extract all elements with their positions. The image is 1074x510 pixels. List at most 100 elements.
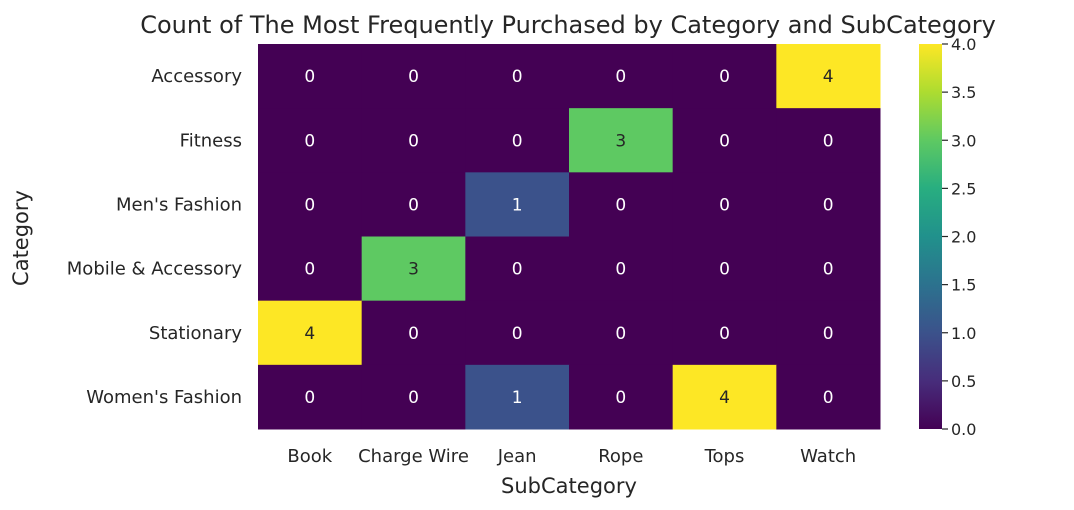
cell-value-label: 0 xyxy=(408,195,419,215)
cell-value-label: 0 xyxy=(304,67,315,87)
cell-value-label: 0 xyxy=(615,260,626,280)
heatmap-cell xyxy=(569,172,674,237)
heatmap-cell xyxy=(776,236,881,302)
heatmap-cell xyxy=(776,108,881,173)
heatmap-cell xyxy=(361,108,466,173)
colorbar-tick-label: 4.0 xyxy=(951,35,976,54)
heatmap-cell xyxy=(569,108,674,173)
cell-value-label: 0 xyxy=(304,195,315,215)
heatmap-cell xyxy=(569,44,674,109)
x-tick-label: Tops xyxy=(704,446,745,467)
heatmap-cell xyxy=(258,300,363,366)
heatmap-cell xyxy=(361,172,466,237)
cell-value-label: 0 xyxy=(823,324,834,344)
y-tick-label: Accessory xyxy=(151,66,242,87)
cell-value-label: 0 xyxy=(408,388,419,408)
cell-value-label: 0 xyxy=(304,131,315,151)
cell-value-label: 1 xyxy=(512,388,523,408)
cell-value-label: 0 xyxy=(408,131,419,151)
cell-value-label: 0 xyxy=(615,195,626,215)
cell-value-label: 0 xyxy=(823,260,834,280)
heatmap-cell xyxy=(672,236,777,302)
chart-title: Count of The Most Frequently Purchased b… xyxy=(140,11,996,39)
cell-value-label: 0 xyxy=(512,131,523,151)
cell-value-label: 0 xyxy=(719,324,730,344)
y-tick-label: Stationary xyxy=(149,323,242,344)
heatmap-cell xyxy=(569,300,674,366)
colorbar-tick-label: 3.0 xyxy=(951,131,976,150)
colorbar-tick-label: 3.5 xyxy=(951,83,976,102)
cell-value-label: 4 xyxy=(823,67,834,87)
heatmap-cell xyxy=(569,236,674,302)
heatmap-cell xyxy=(258,44,363,109)
colorbar-gradient xyxy=(919,44,942,429)
heatmap-cell xyxy=(361,300,466,366)
x-tick-label: Rope xyxy=(598,446,643,467)
cell-value-label: 0 xyxy=(719,67,730,87)
cell-value-label: 0 xyxy=(823,195,834,215)
heatmap-cell xyxy=(361,236,466,302)
y-tick-label: Fitness xyxy=(180,130,242,151)
cell-value-label: 0 xyxy=(615,67,626,87)
cell-value-label: 0 xyxy=(408,324,419,344)
colorbar-tick-label: 1.5 xyxy=(951,276,976,295)
cell-value-label: 0 xyxy=(512,324,523,344)
x-tick-label: Book xyxy=(287,446,332,467)
heatmap-cell xyxy=(465,236,570,302)
cell-value-label: 0 xyxy=(719,195,730,215)
colorbar-ticks: 0.0 0.5 1.0 1.5 2.0 2.5 3.0 3.5 4.0 xyxy=(942,35,976,439)
heatmap-cell xyxy=(776,44,881,109)
heatmap-cell xyxy=(258,236,363,302)
heatmap-cell xyxy=(672,364,777,430)
heatmap-cell xyxy=(465,364,570,430)
heatmap-cell xyxy=(776,364,881,430)
colorbar-tick-label: 2.0 xyxy=(951,228,976,247)
y-axis-ticks: Accessory Fitness Men's Fashion Mobile & Ac… xyxy=(67,66,243,408)
cell-value-label: 4 xyxy=(719,388,730,408)
heatmap-cell xyxy=(569,364,674,430)
cell-value-label: 0 xyxy=(719,131,730,151)
cell-value-label: 0 xyxy=(615,388,626,408)
heatmap-cell xyxy=(465,300,570,366)
x-axis-ticks: Book Charge Wire Jean Rope Tops Watch xyxy=(287,446,856,467)
cell-value-label: 0 xyxy=(719,260,730,280)
x-tick-label: Watch xyxy=(800,446,856,467)
x-tick-label: Jean xyxy=(497,446,537,467)
colorbar-tick-label: 2.5 xyxy=(951,179,976,198)
heatmap-cell xyxy=(672,108,777,173)
cell-value-label: 0 xyxy=(304,260,315,280)
heatmap-cell xyxy=(361,44,466,109)
x-tick-label: Charge Wire xyxy=(358,446,469,467)
heatmap-cell xyxy=(672,172,777,237)
y-axis-label: Category xyxy=(9,190,33,286)
cell-value-label: 0 xyxy=(512,260,523,280)
heatmap-cell xyxy=(672,300,777,366)
colorbar-tick-label: 0.5 xyxy=(951,372,976,391)
colorbar: 0.0 0.5 1.0 1.5 2.0 2.5 3.0 3.5 4.0 xyxy=(919,35,976,439)
heatmap-cell xyxy=(258,172,363,237)
cell-value-label: 0 xyxy=(512,67,523,87)
cell-value-label: 0 xyxy=(823,131,834,151)
y-tick-label: Women's Fashion xyxy=(86,387,242,408)
cell-value-label: 4 xyxy=(304,324,315,344)
cell-value-label: 0 xyxy=(304,388,315,408)
heatmap-cell xyxy=(465,172,570,237)
heatmap-cells: 0 0 0 0 0 4 0 0 0 3 0 0 0 0 1 0 0 0 0 3 0 0 0 0 4 0 0 0 0 0 0 0 1 0 4 0 xyxy=(258,44,881,430)
heatmap-cell xyxy=(776,300,881,366)
y-tick-label: Men's Fashion xyxy=(116,194,242,215)
cell-value-label: 0 xyxy=(408,67,419,87)
cell-value-label: 0 xyxy=(615,324,626,344)
colorbar-tick-label: 1.0 xyxy=(951,324,976,343)
heatmap-cell xyxy=(258,108,363,173)
cell-value-label: 0 xyxy=(823,388,834,408)
heatmap-cell xyxy=(672,44,777,109)
heatmap-cell xyxy=(258,364,363,430)
colorbar-tick-label: 0.0 xyxy=(951,420,976,439)
heatmap-cell xyxy=(465,108,570,173)
x-axis-label: SubCategory xyxy=(501,474,637,498)
cell-value-label: 3 xyxy=(408,260,419,280)
cell-value-label: 1 xyxy=(512,195,523,215)
cell-value-label: 3 xyxy=(615,131,626,151)
heatmap-cell xyxy=(361,364,466,430)
